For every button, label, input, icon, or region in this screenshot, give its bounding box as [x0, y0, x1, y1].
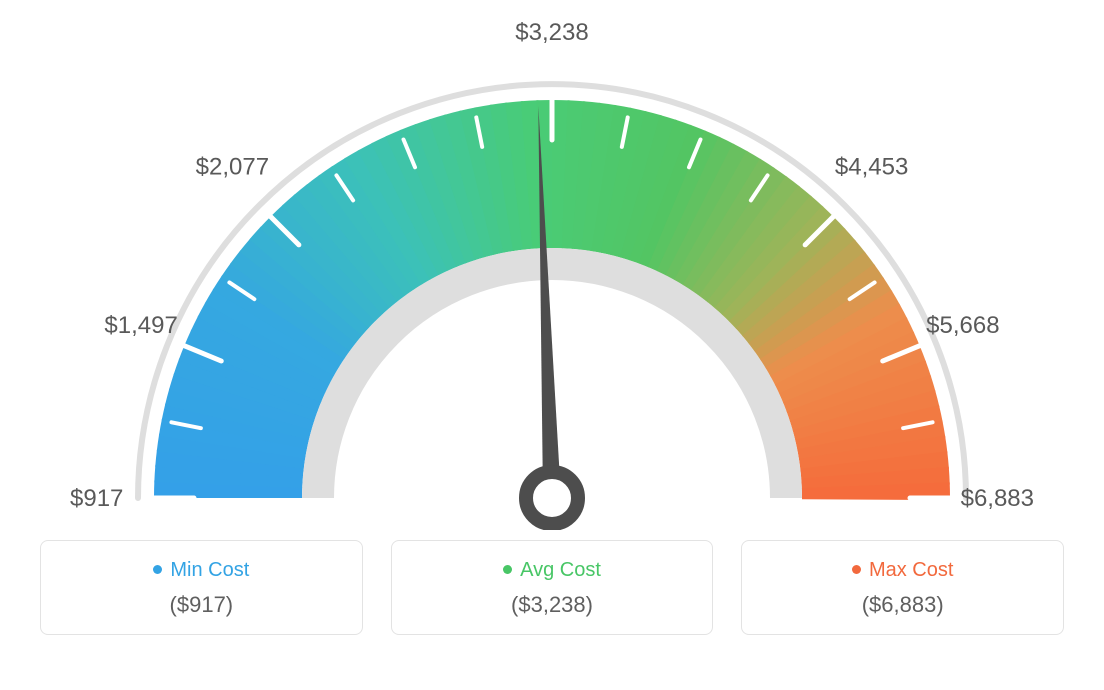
scale-label: $4,453 — [835, 153, 908, 180]
max-dot-icon — [852, 565, 861, 574]
avg-dot-icon — [503, 565, 512, 574]
max-cost-label-line: Max Cost — [752, 559, 1053, 582]
scale-label: $6,883 — [961, 485, 1034, 512]
scale-label: $1,497 — [104, 312, 177, 339]
min-cost-card: Min Cost ($917) — [40, 540, 363, 635]
legend-row: Min Cost ($917) Avg Cost ($3,238) Max Co… — [0, 540, 1104, 635]
scale-label: $917 — [70, 485, 123, 512]
min-cost-label: Min Cost — [170, 559, 249, 581]
min-cost-label-line: Min Cost — [51, 559, 352, 582]
gauge-chart-container: $917 $1,497 $2,077 $3,238 $4,453 $5,668 $6,883… — [0, 0, 1104, 690]
scale-label: $5,668 — [926, 312, 999, 339]
scale-label: $2,077 — [196, 153, 269, 180]
gauge-area: $917 $1,497 $2,077 $3,238 $4,453 $5,668 $6,883 — [0, 0, 1104, 530]
min-cost-value: ($917) — [51, 592, 352, 618]
avg-cost-value: ($3,238) — [402, 592, 703, 618]
min-dot-icon — [153, 565, 162, 574]
avg-cost-label-line: Avg Cost — [402, 559, 703, 582]
max-cost-label: Max Cost — [869, 559, 953, 581]
scale-label: $3,238 — [515, 19, 588, 46]
needle-hub — [526, 472, 578, 524]
avg-cost-label: Avg Cost — [520, 559, 601, 581]
gauge-svg: $917 $1,497 $2,077 $3,238 $4,453 $5,668 $6,883 — [0, 0, 1104, 530]
avg-cost-card: Avg Cost ($3,238) — [391, 540, 714, 635]
max-cost-value: ($6,883) — [752, 592, 1053, 618]
max-cost-card: Max Cost ($6,883) — [741, 540, 1064, 635]
